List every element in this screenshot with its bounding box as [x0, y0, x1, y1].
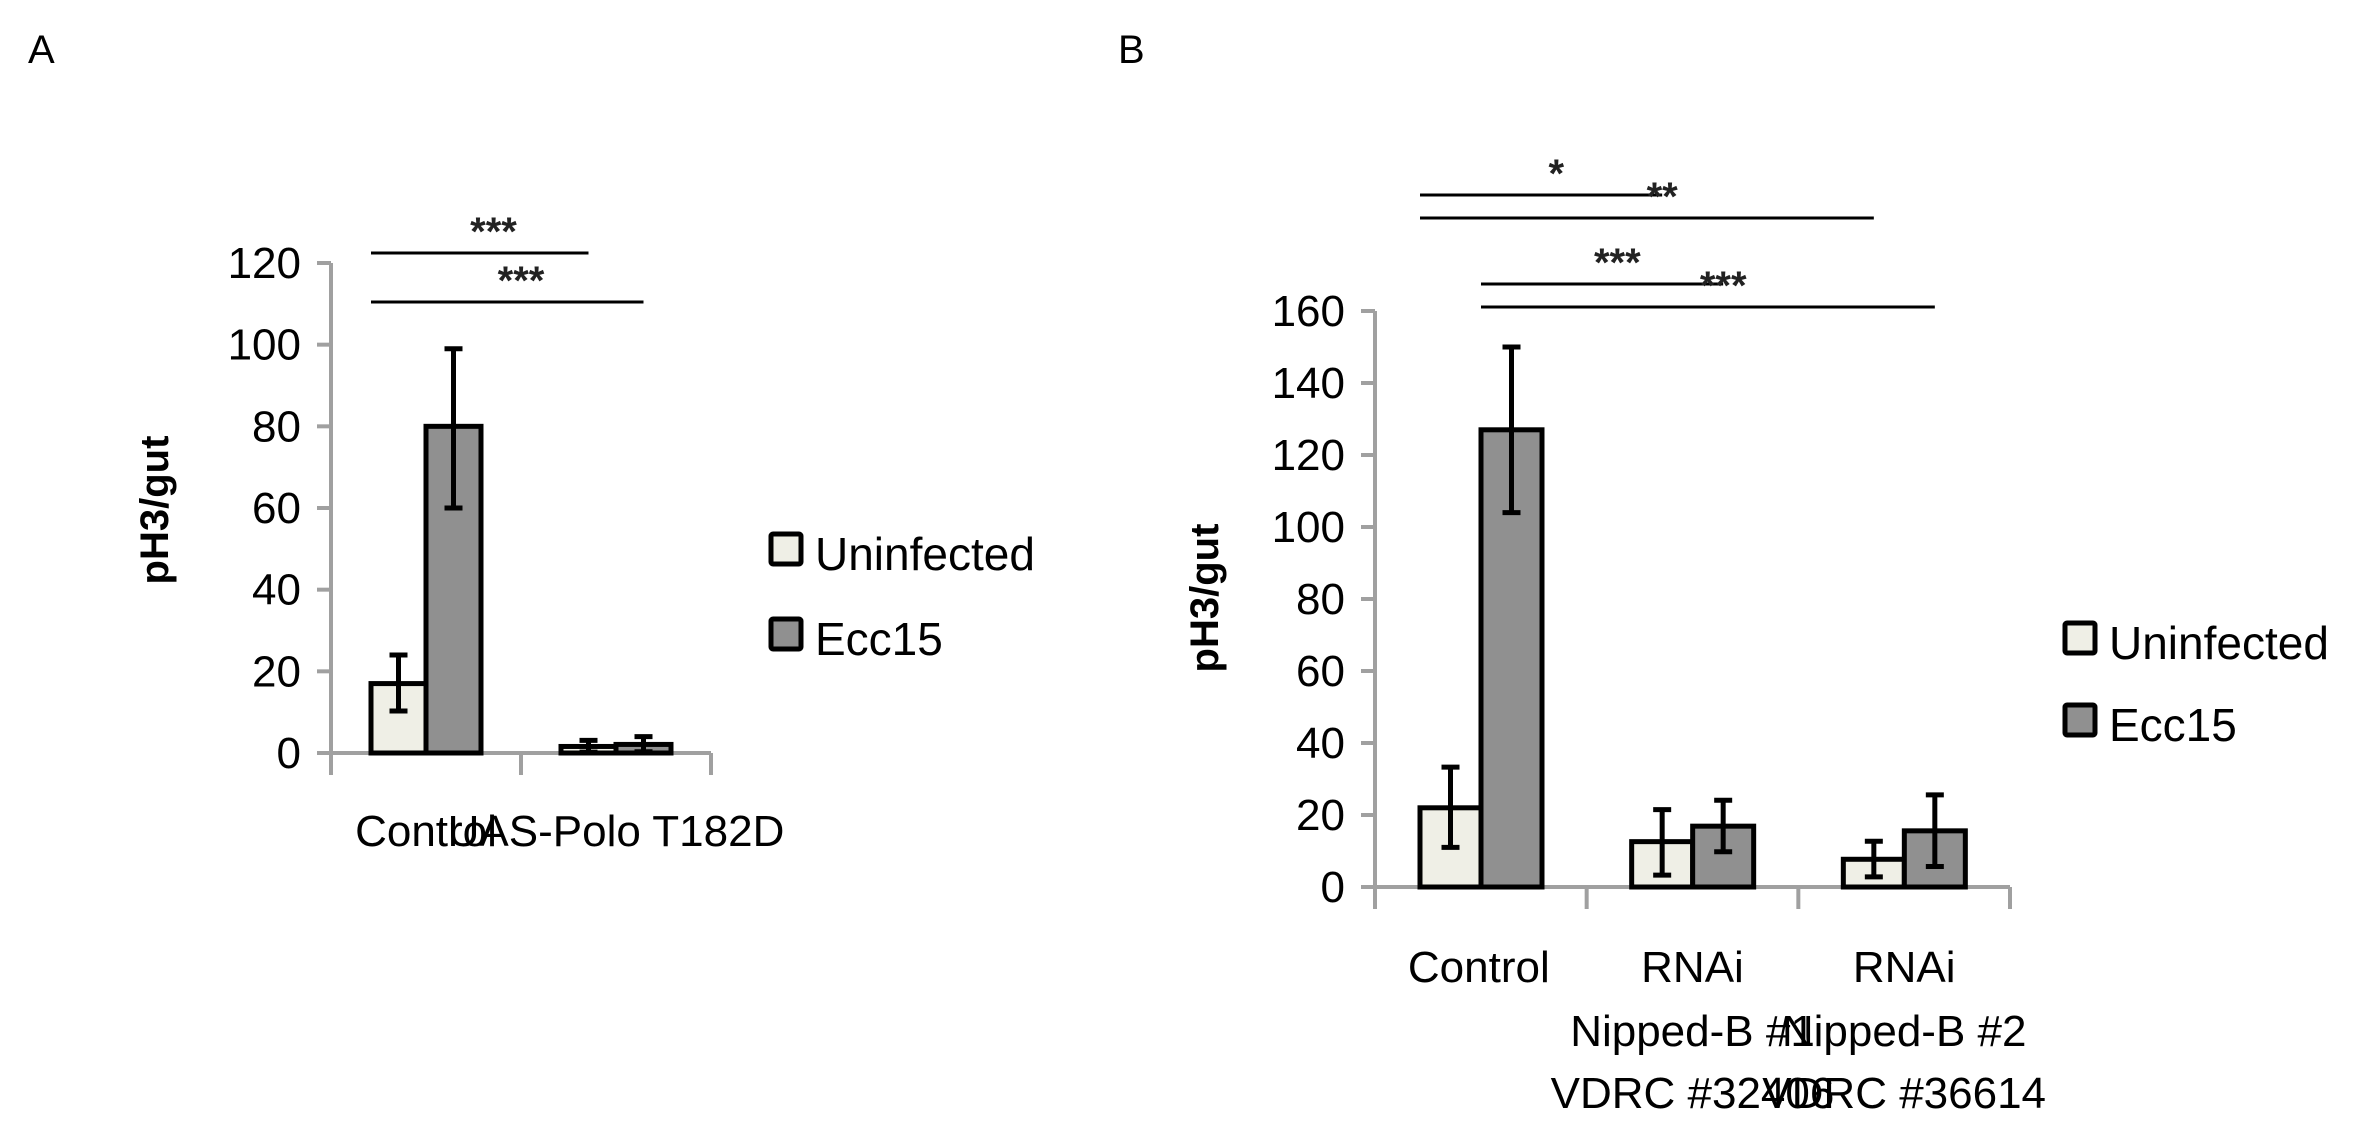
panel-b-letter: B [1118, 28, 1145, 72]
y-tick-label: 120 [1272, 431, 1345, 480]
panel-b: B pH3/gut 0 20 40 60 80 100 120 140 160 Control RN… [1118, 28, 2329, 1118]
x-category-label: Control [355, 807, 497, 856]
y-tick-label: 40 [1296, 719, 1345, 768]
y-tick-label: 0 [277, 729, 301, 778]
x-category-label: VDRC #32406 [1551, 1069, 1835, 1118]
y-tick-label: 100 [1272, 503, 1345, 552]
legend-label-ecc15: Ecc15 [2109, 699, 2237, 751]
y-tick-label: 80 [1296, 575, 1345, 624]
significance-label: *** [470, 210, 517, 254]
panel-b-y-axis-title: pH3/gut [1183, 524, 1227, 673]
panel-a-letter: A [28, 28, 55, 72]
legend-swatch-uninfected [2062, 620, 2098, 656]
significance-label: ** [1647, 175, 1679, 219]
x-category-label: Nipped-B #1 [1570, 1007, 1815, 1056]
legend-item-uninfected: Uninfected [768, 528, 1035, 580]
legend-swatch-uninfected [768, 531, 804, 567]
significance-label: *** [498, 259, 545, 303]
panel-b-legend: Uninfected Ecc15 [2062, 617, 2329, 751]
y-tick-label: 60 [1296, 647, 1345, 696]
y-tick-label: 120 [228, 239, 301, 288]
legend-item-ecc15: Ecc15 [768, 613, 943, 665]
y-tick-label: 60 [252, 484, 301, 533]
legend-item-ecc15: Ecc15 [2062, 699, 2237, 751]
y-tick-label: 20 [1296, 791, 1345, 840]
y-tick-label: 20 [252, 647, 301, 696]
panel-a-y-axis-title: pH3/gut [133, 436, 177, 585]
x-category-label: Nipped-B #2 [1782, 1007, 2027, 1056]
significance-label: * [1549, 152, 1565, 196]
legend-label-uninfected: Uninfected [815, 528, 1035, 580]
y-tick-label: 140 [1272, 359, 1345, 408]
legend-swatch-ecc15 [768, 616, 804, 652]
x-category-label: RNAi [1641, 943, 1744, 992]
significance-label: *** [1700, 264, 1747, 308]
panel-a: A pH3/gut 0 20 40 60 80 100 120 ControlUAS-Polo… [28, 28, 1035, 856]
legend-item-uninfected: Uninfected [2062, 617, 2329, 669]
y-tick-label: 80 [252, 402, 301, 451]
y-tick-label: 160 [1272, 287, 1345, 336]
legend-swatch-ecc15 [2062, 702, 2098, 738]
significance-label: *** [1594, 241, 1641, 285]
x-category-label: UAS-Polo T182D [448, 807, 785, 856]
x-category-label: RNAi [1853, 943, 1956, 992]
panel-a-legend: Uninfected Ecc15 [768, 528, 1035, 665]
y-tick-label: 40 [252, 566, 301, 615]
legend-label-ecc15: Ecc15 [815, 613, 943, 665]
x-category-label: VDRC #36614 [1762, 1069, 2046, 1118]
bar-control-ecc15 [1478, 427, 1545, 890]
x-category-label: Control [1408, 943, 1550, 992]
y-tick-label: 100 [228, 321, 301, 370]
panel-b-plot: 0 20 40 60 80 100 120 140 160 Control RNAi Nipped-B… [1272, 152, 2046, 1118]
y-tick-label: 0 [1321, 863, 1345, 912]
legend-label-uninfected: Uninfected [2109, 617, 2329, 669]
